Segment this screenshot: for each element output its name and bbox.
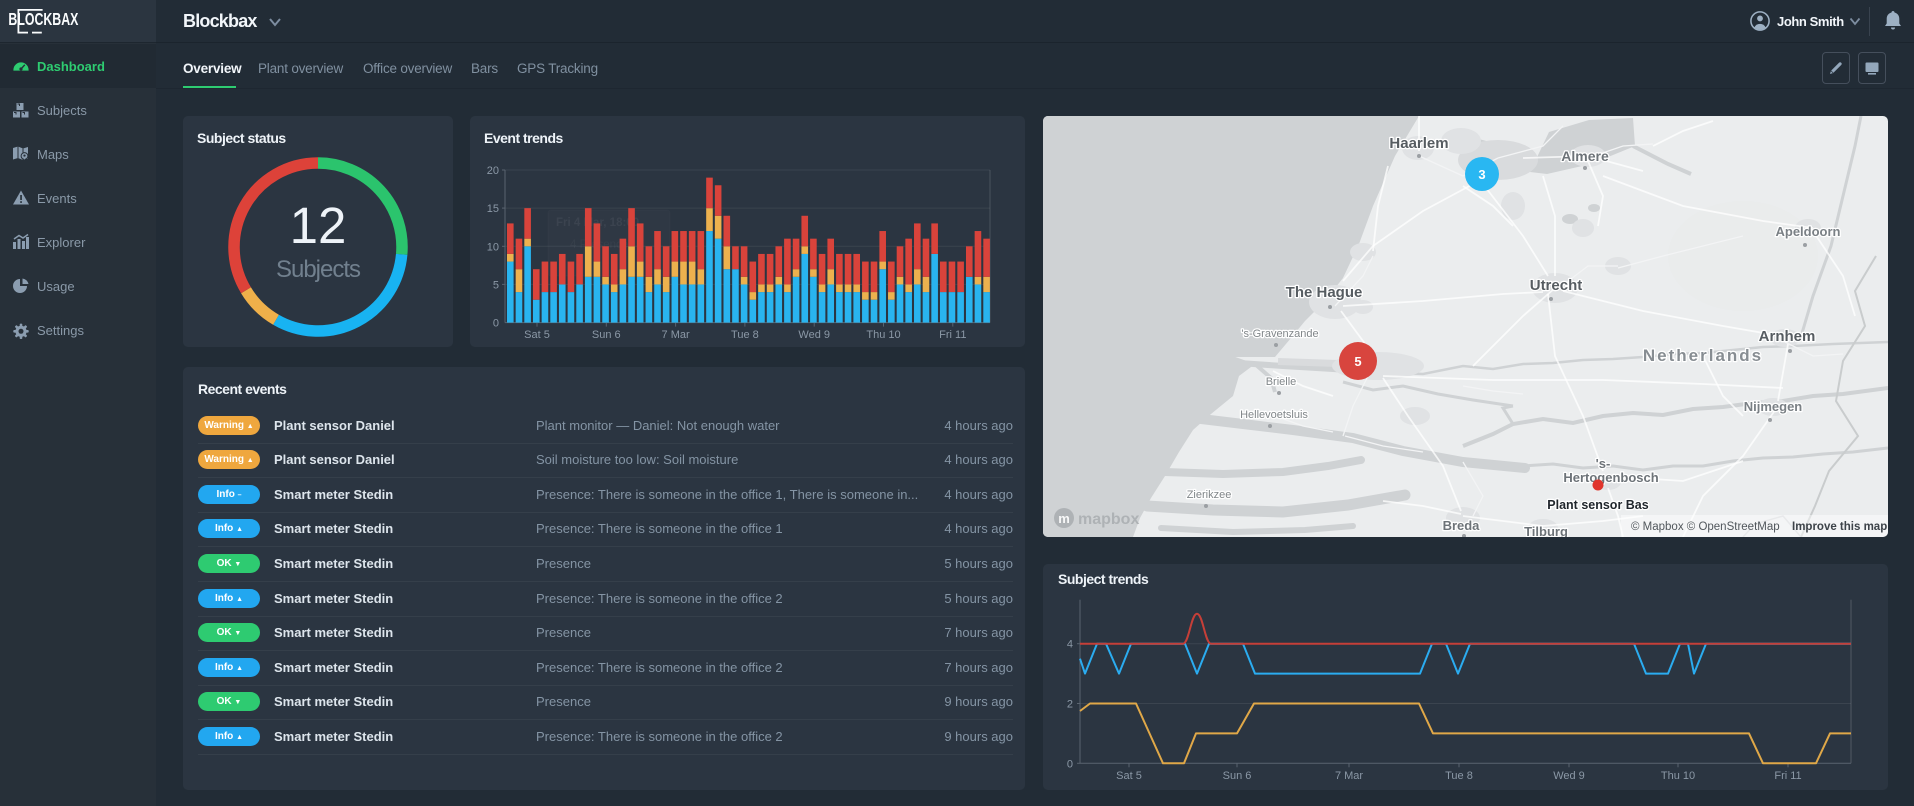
svg-text:Fri 11: Fri 11 [939,329,966,341]
svg-text:The Hague: The Hague [1286,284,1363,301]
svg-text:Nijmegen: Nijmegen [1744,399,1803,414]
svg-text:Breda: Breda [1443,518,1481,533]
svg-text:Improve this map: Improve this map [1792,521,1887,533]
svg-text:Hellevoetsluis: Hellevoetsluis [1240,409,1308,421]
svg-text:3: 3 [1478,167,1485,182]
svg-text:15: 15 [487,203,499,215]
svg-text:0: 0 [493,318,499,330]
svg-text:Thu 10: Thu 10 [866,329,900,341]
svg-text:Utrecht: Utrecht [1530,277,1583,294]
svg-text:Sun 6: Sun 6 [592,329,621,341]
svg-text:BLOCKBAX: BLOCKBAX [8,9,78,29]
svg-text:7 Mar: 7 Mar [1335,770,1363,782]
svg-text:Tilburg: Tilburg [1524,524,1568,537]
svg-text:2: 2 [1067,699,1073,711]
svg-text:0: 0 [1067,758,1073,770]
svg-text:Thu 10: Thu 10 [1661,770,1695,782]
svg-text:Plant sensor Bas: Plant sensor Bas [1547,498,1648,512]
svg-text:Sat 5: Sat 5 [1116,770,1142,782]
svg-text:'s-: 's- [1596,456,1611,471]
svg-text:Almere: Almere [1561,148,1609,164]
svg-text:20: 20 [487,165,499,177]
svg-text:Brielle: Brielle [1266,376,1297,388]
svg-text:7 Mar: 7 Mar [662,329,690,341]
svg-text:Fri 11: Fri 11 [1774,770,1801,782]
svg-text:Fri 4 Mar, 18:00: Fri 4 Mar, 18:00 [556,217,639,229]
svg-text:m: m [1058,511,1070,526]
svg-text:5: 5 [1354,354,1361,369]
svg-text:Hertogenbosch: Hertogenbosch [1563,470,1658,485]
svg-text:Netherlands: Netherlands [1643,346,1763,365]
svg-text:5: 5 [493,279,499,291]
svg-text:'s-Gravenzande: 's-Gravenzande [1241,328,1318,340]
svg-text:© Mapbox © OpenStreetMap: © Mapbox © OpenStreetMap [1631,521,1780,533]
svg-text:10: 10 [487,241,499,253]
svg-text:4: 4 [1067,639,1073,651]
svg-text:Haarlem: Haarlem [1389,135,1448,152]
svg-text:Tue 8: Tue 8 [1445,770,1473,782]
svg-text:Zierikzee: Zierikzee [1187,489,1232,501]
svg-text:Wed 9: Wed 9 [1553,770,1585,782]
svg-text:Apeldoorn: Apeldoorn [1776,224,1841,239]
svg-text:Arnhem: Arnhem [1759,328,1816,345]
svg-text:Sun 6: Sun 6 [1223,770,1252,782]
svg-text:Sat 5: Sat 5 [524,329,550,341]
svg-text:mapbox: mapbox [1078,511,1139,528]
svg-text:Wed 9: Wed 9 [798,329,830,341]
svg-text:Tue 8: Tue 8 [731,329,759,341]
